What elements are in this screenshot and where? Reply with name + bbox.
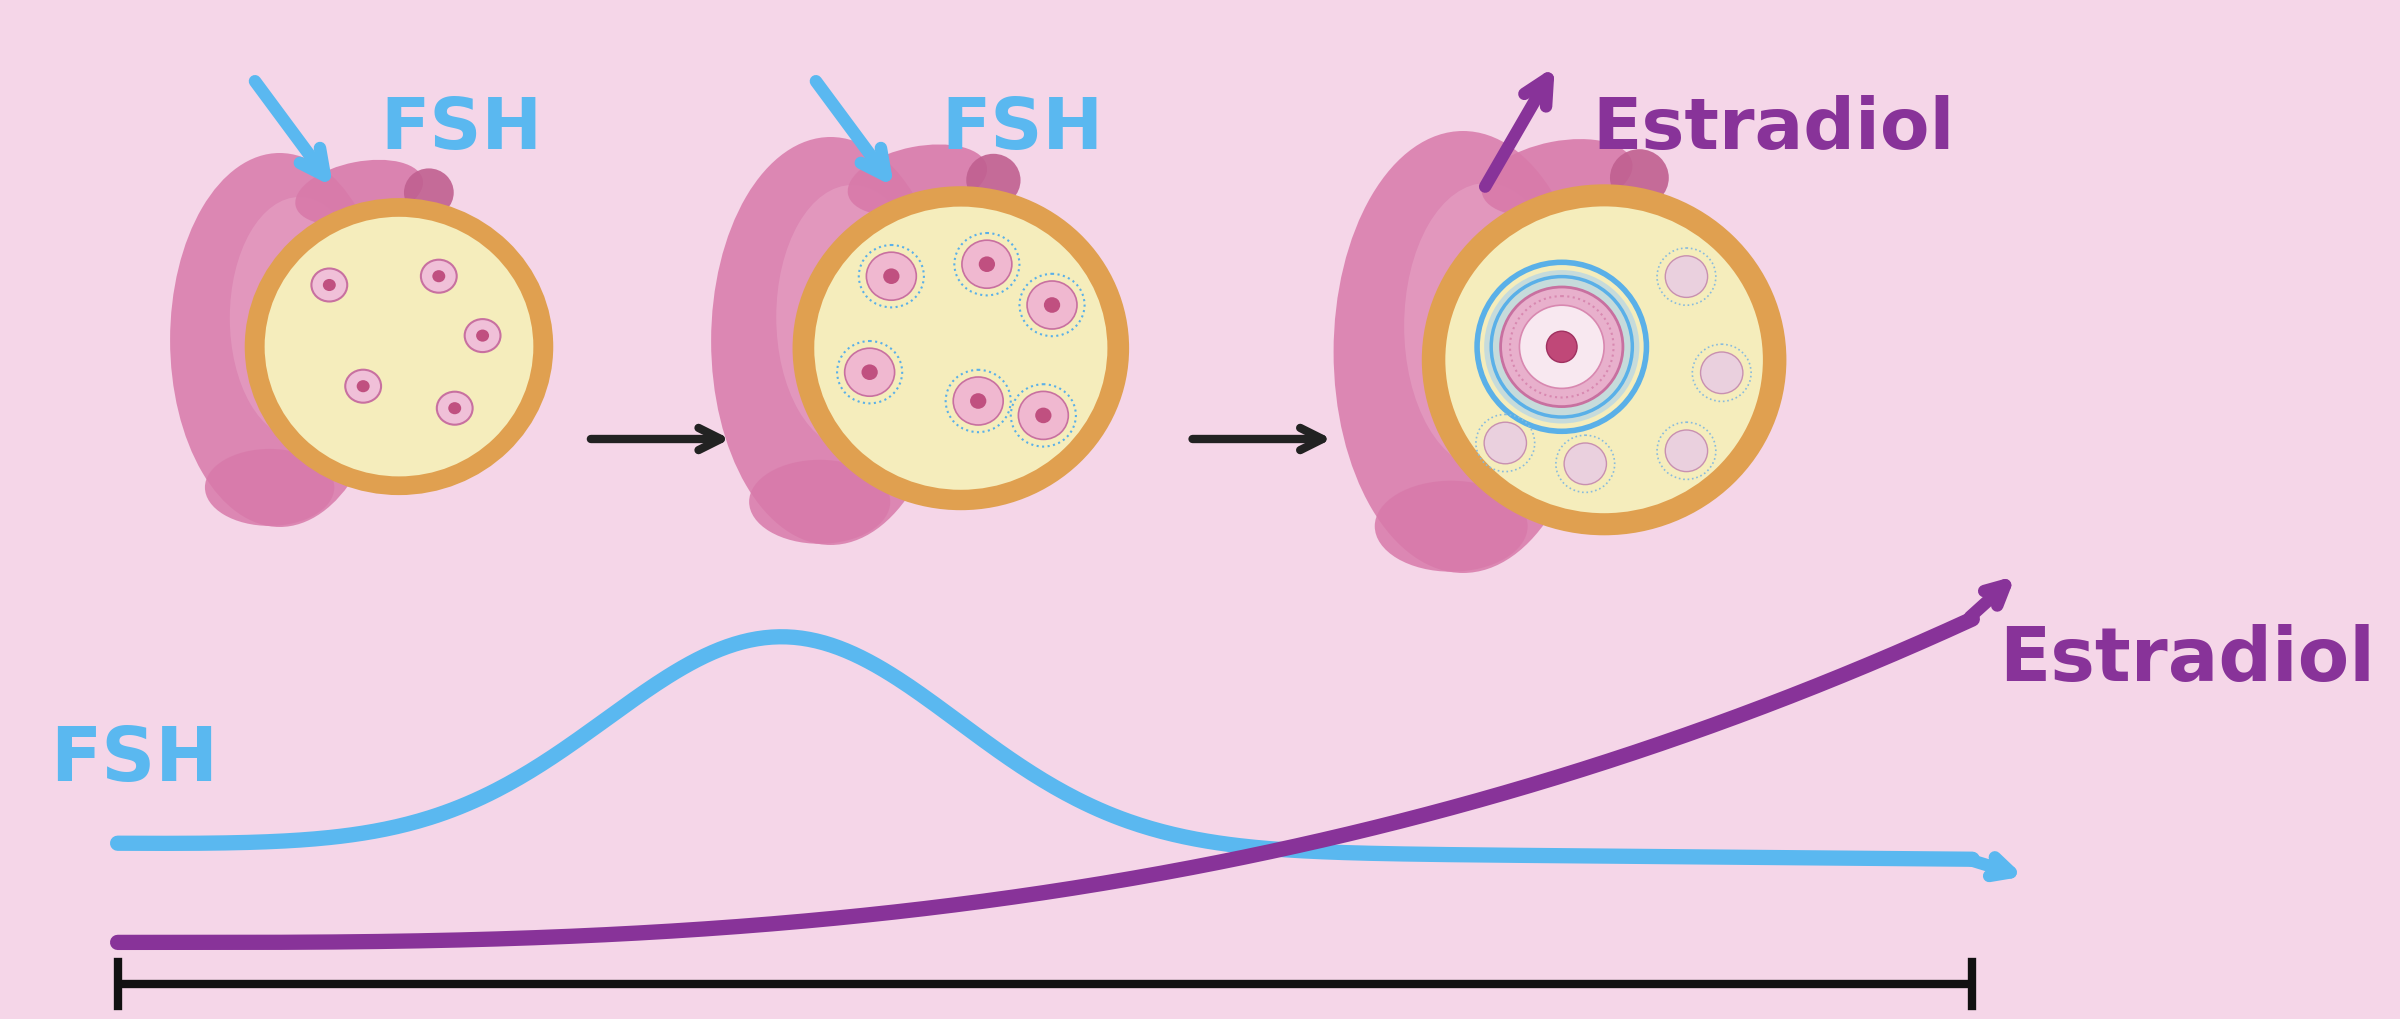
Ellipse shape [1034,409,1051,424]
Ellipse shape [324,279,336,291]
Ellipse shape [866,253,917,301]
Ellipse shape [1375,481,1529,572]
Ellipse shape [1421,185,1786,536]
Ellipse shape [792,187,1128,511]
Text: FSH: FSH [941,95,1104,164]
Ellipse shape [862,365,878,381]
Ellipse shape [1018,392,1068,440]
Ellipse shape [358,381,370,393]
Ellipse shape [1334,131,1591,574]
Ellipse shape [814,208,1106,490]
Ellipse shape [962,240,1013,289]
Ellipse shape [967,155,1020,208]
Ellipse shape [420,261,456,293]
Ellipse shape [346,370,382,404]
Ellipse shape [749,461,890,544]
Ellipse shape [245,199,554,495]
Ellipse shape [466,320,502,353]
Ellipse shape [845,348,895,396]
Ellipse shape [1483,271,1639,424]
Ellipse shape [1565,443,1606,485]
Ellipse shape [1044,298,1061,314]
Ellipse shape [1481,140,1632,217]
Ellipse shape [1404,183,1570,470]
Ellipse shape [170,154,389,528]
Ellipse shape [953,378,1003,426]
Text: FSH: FSH [50,722,218,796]
Ellipse shape [475,330,490,342]
Ellipse shape [710,138,950,545]
Ellipse shape [1666,431,1709,472]
Ellipse shape [847,146,986,217]
Text: Estradiol: Estradiol [1999,623,2376,696]
Ellipse shape [1027,281,1078,330]
Ellipse shape [312,269,348,303]
Ellipse shape [437,392,473,425]
Ellipse shape [295,161,422,226]
Ellipse shape [775,185,929,449]
Ellipse shape [1610,150,1668,207]
Ellipse shape [970,393,986,410]
Ellipse shape [403,169,454,218]
Ellipse shape [1666,257,1709,299]
Ellipse shape [449,403,461,415]
Ellipse shape [1445,207,1764,514]
Ellipse shape [1702,353,1742,394]
Ellipse shape [1483,423,1526,465]
Ellipse shape [204,449,334,527]
Ellipse shape [979,257,996,273]
Ellipse shape [264,218,533,477]
Ellipse shape [1546,332,1577,363]
Ellipse shape [883,269,900,284]
Ellipse shape [230,198,370,439]
Text: Estradiol: Estradiol [1591,95,1954,164]
Ellipse shape [432,271,446,283]
Ellipse shape [1500,287,1622,408]
Ellipse shape [1519,306,1603,389]
Text: FSH: FSH [379,95,542,164]
